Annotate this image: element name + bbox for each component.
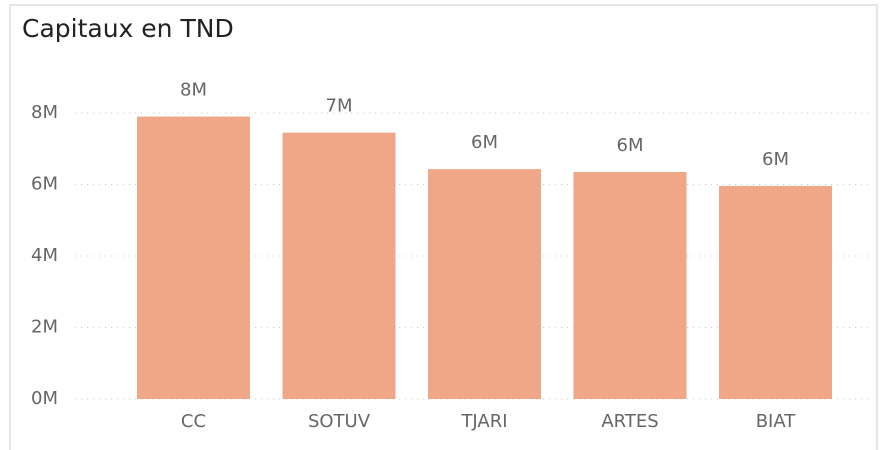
y-tick-label: 6M [31, 174, 58, 195]
card-border [9, 4, 878, 450]
data-label: 6M [762, 149, 789, 170]
x-tick-label: ARTES [601, 411, 658, 432]
chart-title: Capitaux en TND [22, 14, 234, 43]
bar [573, 171, 687, 399]
bar [137, 116, 250, 399]
y-tick-label: 8M [31, 102, 58, 123]
x-tick-label: SOTUV [308, 411, 371, 432]
y-tick-label: 0M [31, 388, 58, 409]
x-tick-label: BIAT [756, 411, 797, 432]
y-tick-label: 4M [31, 245, 58, 266]
x-tick-label: TJARI [460, 411, 507, 432]
data-label: 8M [180, 80, 207, 101]
x-tick-label: CC [181, 411, 206, 432]
bar [428, 169, 541, 399]
bar [719, 185, 832, 399]
y-tick-label: 2M [31, 317, 58, 338]
data-label: 7M [326, 96, 353, 117]
bar [282, 132, 396, 399]
data-label: 6M [471, 132, 498, 153]
data-label: 6M [617, 135, 644, 156]
